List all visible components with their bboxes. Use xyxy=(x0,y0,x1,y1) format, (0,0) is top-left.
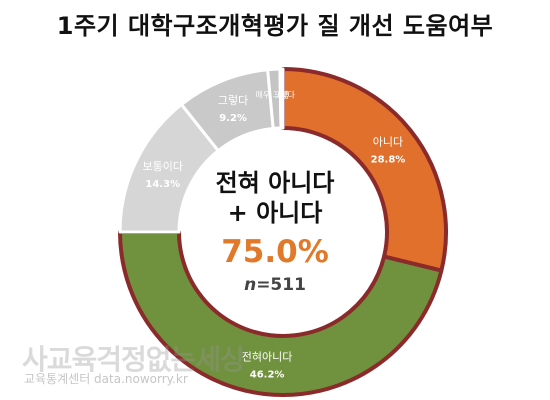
slice-value-2: 46.2% xyxy=(250,370,285,381)
slice-value-4: 9.2% xyxy=(219,113,247,124)
slice-label-group-2: 전혀아니다 46.2% xyxy=(242,351,293,381)
slice-label-group-1: 아니다 28.8% xyxy=(371,136,406,166)
donut-slice-2 xyxy=(118,230,444,397)
center-line-2: + 아니다 xyxy=(227,199,323,227)
donut-slice-6 xyxy=(278,67,285,130)
slice-label-2: 전혀아니다 xyxy=(242,351,293,364)
slice-label-6: 모름 xyxy=(274,91,289,100)
slice-label-5: 매우 그렇다 xyxy=(256,90,296,100)
slice-label-group-6: 모름 xyxy=(274,91,289,100)
sample-size-label: n xyxy=(244,275,257,295)
sample-size-value: =511 xyxy=(256,275,306,295)
slice-value-3: 14.3% xyxy=(145,179,180,190)
slice-label-3: 보통이다 xyxy=(143,160,183,173)
slice-label-1: 아니다 xyxy=(373,136,403,149)
slice-label-group-4: 그렇다 9.2% xyxy=(218,94,248,124)
slice-label-group-5: 매우 그렇다 xyxy=(256,90,296,100)
chart-title: 1주기 대학구조개혁평가 질 개선 도움여부 xyxy=(56,12,494,40)
donut-slice-1 xyxy=(281,67,448,273)
center-summary: 전혀 아니다 + 아니다 75.0% n=511 xyxy=(175,168,375,296)
watermark-sub: 교육통계센터 data.noworry.kr xyxy=(24,372,188,386)
center-percentage: 75.0% xyxy=(221,234,329,270)
slice-value-1: 28.8% xyxy=(371,155,406,166)
sample-size: n=511 xyxy=(175,274,375,296)
slice-label-group-3: 보통이다 14.3% xyxy=(143,160,183,190)
slice-label-4: 그렇다 xyxy=(218,94,248,107)
center-line-1: 전혀 아니다 xyxy=(215,169,335,197)
watermark-main: 사교육걱정없는세상 xyxy=(22,343,246,376)
